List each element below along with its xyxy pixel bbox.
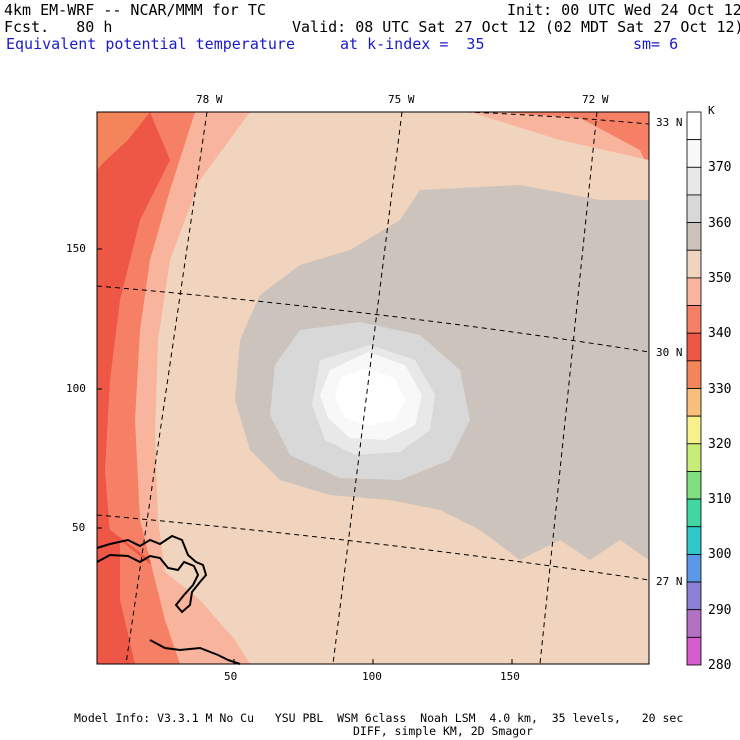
parallel-33n <box>97 112 649 125</box>
lon-label-78w: 78 W <box>196 93 223 106</box>
y-tick-100: 100 <box>66 382 86 395</box>
colorbar-swatch <box>686 581 702 611</box>
meridian-72w <box>539 112 598 664</box>
colorbar-swatch <box>686 498 702 528</box>
parallel-27n <box>97 514 649 581</box>
colorbar-swatch <box>686 332 702 362</box>
colorbar-swatch <box>686 139 702 168</box>
lon-label-72w: 72 W <box>582 93 609 106</box>
colorbar-swatch <box>686 249 702 279</box>
colorbar-label: 340 <box>708 326 732 342</box>
colorbar-swatch <box>686 222 702 251</box>
colorbar-swatch <box>686 471 702 500</box>
eye-core <box>335 368 405 426</box>
x-tick-100: 100 <box>362 670 382 683</box>
coastline <box>96 534 241 665</box>
colorbar <box>686 111 702 666</box>
colorbar-swatch <box>686 111 702 141</box>
lat-label-33n: 33 N <box>656 116 683 129</box>
colorbar-label: 300 <box>708 547 732 563</box>
meridian-78w <box>125 112 208 664</box>
lat-label-30n: 30 N <box>656 346 683 359</box>
field-name: Equivalent potential temperature <box>6 35 295 53</box>
y-tick-50: 50 <box>72 521 86 534</box>
colorbar-label: 330 <box>708 381 732 397</box>
lat-label-27n: 27 N <box>656 575 683 588</box>
colorbar-swatch <box>686 166 702 196</box>
coastline-south <box>149 639 241 665</box>
colorbar-swatch <box>686 636 702 666</box>
colorbar-label: 290 <box>708 602 732 618</box>
colorbar-label: 360 <box>708 215 732 231</box>
meridian-75w <box>332 112 403 664</box>
y-tick-150: 150 <box>66 242 86 255</box>
valid-time: Valid: 08 UTC Sat 27 Oct 12 (02 MDT Sat … <box>292 18 740 36</box>
colorbar-label: 370 <box>708 160 732 176</box>
coastline-island <box>96 534 208 614</box>
colorbar-swatch <box>686 305 702 334</box>
colorbar-swatch <box>686 388 702 417</box>
colorbar-swatch <box>686 443 702 472</box>
band-350-sw <box>150 560 250 664</box>
band-330-patch <box>97 112 150 170</box>
smoothing-info: sm= 6 <box>633 35 679 53</box>
model-title: 4km EM-WRF -- NCAR/MMM for TC <box>4 1 266 19</box>
colorbar-swatch <box>686 554 702 583</box>
colorbar-swatch <box>686 194 702 223</box>
colorbar-swatch <box>686 277 702 306</box>
colorbar-swatch <box>686 415 702 445</box>
colorbar-unit: K <box>708 104 715 117</box>
theta-e-field <box>97 112 649 664</box>
init-time: Init: 00 UTC Wed 24 Oct 12 <box>507 1 740 19</box>
level-info: at k-index = 35 <box>340 35 485 53</box>
forecast-hour: Fcst. 80 h <box>4 18 113 36</box>
lon-label-75w: 75 W <box>388 93 415 106</box>
colorbar-label: 350 <box>708 270 732 286</box>
colorbar-label: 310 <box>708 492 732 508</box>
colorbar-swatch <box>686 360 702 389</box>
parallel-30n <box>97 285 649 353</box>
colorbar-swatch <box>686 526 702 555</box>
footer-diffusion: DIFF, simple KM, 2D Smagor <box>353 724 534 738</box>
colorbar-label: 280 <box>708 658 732 673</box>
colorbar-label: 320 <box>708 436 732 452</box>
x-tick-150: 150 <box>500 670 520 683</box>
lat-lon-grid <box>97 112 649 664</box>
x-tick-50: 50 <box>224 670 238 683</box>
axis-ticks <box>97 248 513 664</box>
colorbar-swatch <box>686 609 702 638</box>
footer-model-info: Model Info: V3.3.1 M No Cu YSU PBL WSM 6… <box>74 711 684 725</box>
